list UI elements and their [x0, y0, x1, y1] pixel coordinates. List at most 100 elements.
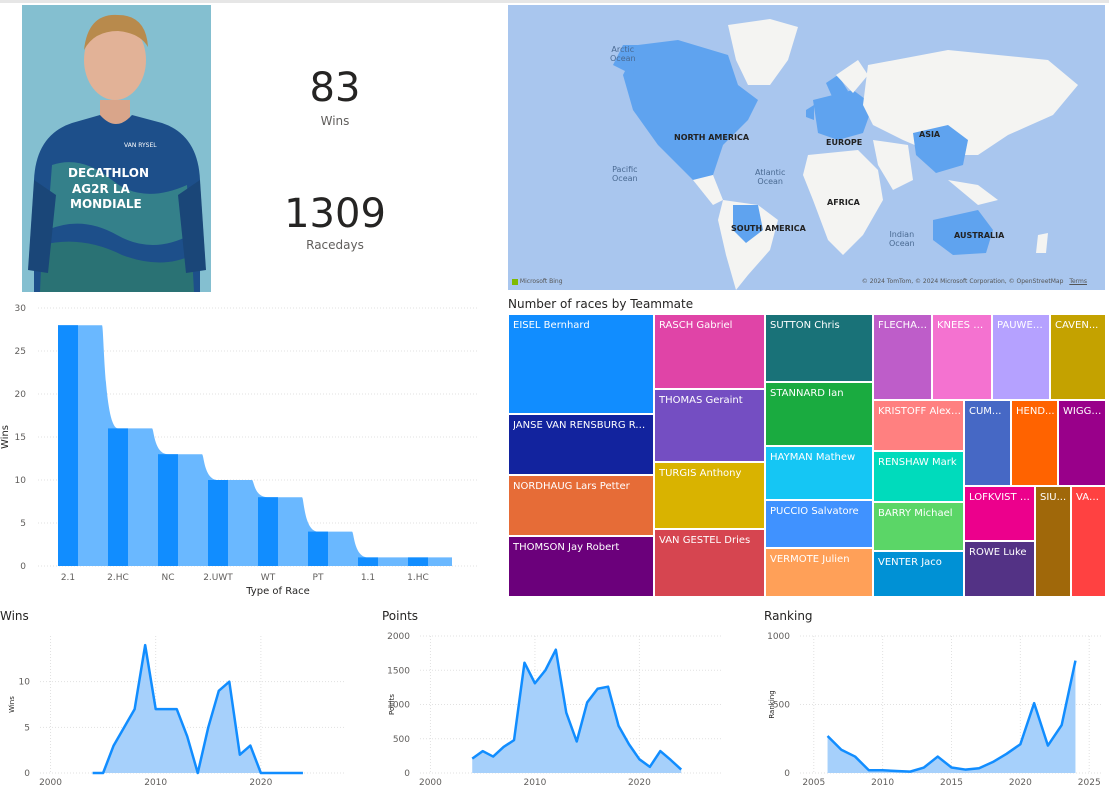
treemap-cell[interactable]: THOMSON Jay Robert [508, 536, 654, 597]
treemap-cell[interactable]: NORDHAUG Lars Petter [508, 475, 654, 536]
bar-PT[interactable] [308, 531, 328, 566]
data-point[interactable] [279, 770, 285, 776]
data-point[interactable] [195, 770, 201, 776]
data-point[interactable] [962, 767, 968, 773]
data-point[interactable] [678, 767, 684, 773]
data-point[interactable] [949, 765, 955, 771]
treemap-cell[interactable]: PAUWEL... [992, 314, 1050, 400]
data-point[interactable] [142, 642, 148, 648]
data-point[interactable] [976, 765, 982, 771]
treemap-cell[interactable]: TURGIS Anthony [654, 462, 765, 529]
treemap-cell[interactable]: VERMOTE Julien [765, 548, 873, 597]
bar-1.HC[interactable] [408, 557, 428, 566]
data-point[interactable] [132, 706, 138, 712]
data-point[interactable] [121, 724, 127, 730]
data-point[interactable] [616, 723, 622, 729]
data-point[interactable] [1059, 722, 1065, 728]
treemap-cell-label: PAUWEL... [997, 320, 1047, 331]
data-point[interactable] [636, 756, 642, 762]
treemap-cell[interactable]: STANNARD Ian [765, 382, 873, 446]
data-point[interactable] [258, 770, 264, 776]
data-point[interactable] [584, 699, 590, 705]
data-point[interactable] [511, 737, 517, 743]
treemap-cell[interactable]: LÖFKVIST T... [964, 486, 1035, 541]
data-point[interactable] [657, 748, 663, 754]
data-point[interactable] [990, 759, 996, 765]
data-point[interactable] [880, 767, 886, 773]
data-point[interactable] [595, 686, 601, 692]
treemap-cell[interactable]: HEND... [1011, 400, 1058, 486]
data-point[interactable] [174, 706, 180, 712]
treemap-cell[interactable]: SIU... [1035, 486, 1071, 597]
bar-2.UWT[interactable] [208, 480, 228, 566]
treemap-cell[interactable]: WIGGI... [1058, 400, 1106, 486]
data-point[interactable] [205, 724, 211, 730]
data-point[interactable] [247, 743, 253, 749]
treemap-cell[interactable]: HAYMAN Mathew [765, 446, 873, 500]
treemap-cell[interactable]: FLECHA J... [873, 314, 932, 400]
data-point[interactable] [184, 733, 190, 739]
data-point[interactable] [163, 706, 169, 712]
treemap-cell[interactable]: BARRY Michael [873, 502, 964, 551]
data-point[interactable] [501, 744, 507, 750]
data-point[interactable] [237, 752, 243, 758]
data-point[interactable] [1031, 700, 1037, 706]
data-point[interactable] [521, 660, 527, 666]
data-point[interactable] [1072, 658, 1078, 664]
bar-NC[interactable] [158, 454, 178, 566]
data-point[interactable] [542, 667, 548, 673]
data-point[interactable] [226, 679, 232, 685]
data-point[interactable] [153, 706, 159, 712]
data-point[interactable] [605, 684, 611, 690]
treemap-cell[interactable]: JANSE VAN RENSBURG Rei... [508, 414, 654, 475]
data-point[interactable] [90, 770, 96, 776]
treemap-cell[interactable]: KNEES C... [932, 314, 992, 400]
treemap-cell[interactable]: EISEL Bernhard [508, 314, 654, 414]
data-point[interactable] [921, 765, 927, 771]
data-point[interactable] [935, 754, 941, 760]
treemap-cell[interactable]: SUTTON Chris [765, 314, 873, 382]
data-point[interactable] [469, 756, 475, 762]
data-point[interactable] [1017, 741, 1023, 747]
treemap-cell[interactable]: VENTER Jaco [873, 551, 964, 597]
data-point[interactable] [907, 769, 913, 775]
treemap-cell[interactable]: ROWE Luke [964, 541, 1035, 597]
treemap-cell[interactable]: RENSHAW Mark [873, 451, 964, 502]
data-point[interactable] [574, 738, 580, 744]
data-point[interactable] [563, 710, 569, 716]
data-point[interactable] [490, 754, 496, 760]
treemap-cell[interactable]: VAN GESTEL Dries [654, 529, 765, 597]
data-point[interactable] [268, 770, 274, 776]
data-point[interactable] [300, 770, 306, 776]
data-point[interactable] [626, 741, 632, 747]
treemap-cell[interactable]: CUM... [964, 400, 1011, 486]
data-point[interactable] [825, 733, 831, 739]
data-point[interactable] [100, 770, 106, 776]
data-point[interactable] [852, 754, 858, 760]
data-point[interactable] [1004, 751, 1010, 757]
world-map[interactable]: NORTH AMERICA EUROPE ASIA AFRICA SOUTH A… [508, 5, 1105, 290]
data-point[interactable] [111, 743, 117, 749]
data-point[interactable] [480, 748, 486, 754]
data-point[interactable] [216, 688, 222, 694]
treemap-cell[interactable]: RASCH Gabriel [654, 314, 765, 389]
map-terms-link[interactable]: Terms [1069, 278, 1087, 285]
treemap-cell[interactable]: VAL... [1071, 486, 1106, 597]
treemap-cell[interactable]: CAVEN... [1050, 314, 1106, 400]
data-point[interactable] [289, 770, 295, 776]
data-point[interactable] [1045, 743, 1051, 749]
treemap-cell[interactable]: PUCCIO Salvatore [765, 500, 873, 548]
treemap-cell[interactable]: KRISTOFF Alexa... [873, 400, 964, 451]
data-point[interactable] [866, 767, 872, 773]
bar-2.1[interactable] [58, 325, 78, 566]
treemap-cell[interactable]: THOMAS Geraint [654, 389, 765, 462]
bar-1.1[interactable] [358, 557, 378, 566]
data-point[interactable] [647, 764, 653, 770]
data-point[interactable] [893, 768, 899, 774]
data-point[interactable] [668, 757, 674, 763]
data-point[interactable] [553, 647, 559, 653]
data-point[interactable] [838, 747, 844, 753]
bar-WT[interactable] [258, 497, 278, 566]
bar-2.HC[interactable] [108, 428, 128, 566]
data-point[interactable] [532, 680, 538, 686]
